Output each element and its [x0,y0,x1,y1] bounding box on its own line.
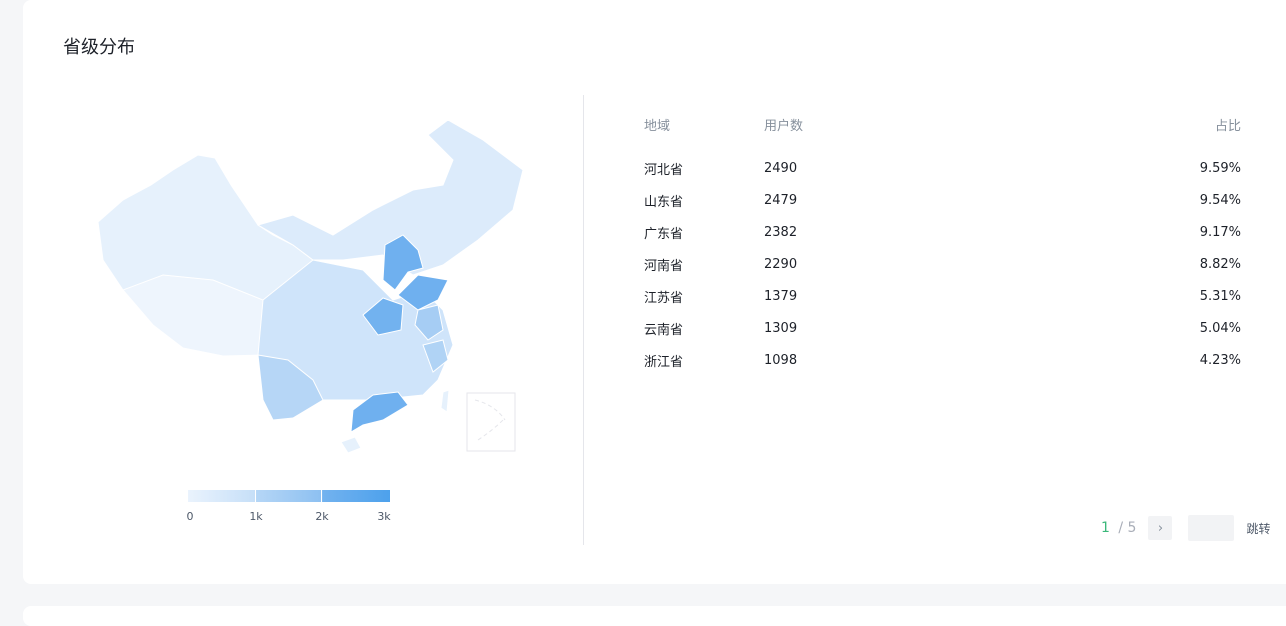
table-row: 山东省 2479 9.54% [644,184,1241,216]
table-row: 浙江省 1098 4.23% [644,344,1241,376]
pagination: 1 / 5 › 跳转 [1101,515,1270,541]
legend-color-bar[interactable] [188,490,390,502]
table-row: 云南省 1309 5.04% [644,312,1241,344]
cell-users: 2290 [764,256,798,272]
legend-label: 1k [249,510,263,523]
legend-label: 3k [377,510,391,523]
jump-page-input[interactable] [1188,515,1235,541]
china-map[interactable] [68,115,538,460]
cell-ratio: 9.59% [1199,160,1241,176]
map-region-zhejiang[interactable] [422,339,449,373]
south-china-sea-inset [466,392,516,452]
header-users: 用户数 [764,118,804,134]
next-card [23,606,1286,626]
map-region-jiangsu[interactable] [414,304,444,341]
map-legend: 0 1k 2k 3k [186,490,391,526]
cell-users: 1309 [764,320,798,336]
current-page: 1 [1101,520,1110,536]
map-region-guangdong[interactable] [350,391,409,433]
cell-ratio: 9.54% [1199,192,1241,208]
header-ratio: 占比 [1214,118,1241,134]
cell-region: 河北省 [644,162,684,178]
province-table: 地域 用户数 占比 河北省 2490 9.59% 山东省 2479 9.54% 广东省 238… [644,108,1241,376]
chevron-right-icon: › [1157,520,1164,536]
table-row: 河南省 2290 8.82% [644,248,1241,280]
map-region-hainan[interactable] [340,436,362,454]
cell-region: 河南省 [644,258,684,274]
map-region-shandong[interactable] [397,274,449,311]
cell-ratio: 4.23% [1199,352,1241,368]
table-row: 江苏省 1379 5.31% [644,280,1241,312]
cell-ratio: 5.04% [1199,320,1241,336]
divider [583,95,584,545]
cell-users: 2479 [764,192,798,208]
cell-region: 云南省 [644,322,684,338]
cell-region: 山东省 [644,194,684,210]
cell-ratio: 9.17% [1199,224,1241,240]
cell-ratio: 8.82% [1199,256,1241,272]
table-header: 地域 用户数 占比 [644,108,1241,140]
table-row: 河北省 2490 9.59% [644,152,1241,184]
cell-users: 2382 [764,224,798,240]
jump-button[interactable]: 跳转 [1246,521,1271,536]
province-distribution-card: 省级分布 0 1k 2k 3k 地 [23,0,1286,584]
cell-region: 浙江省 [644,354,684,370]
table-row: 广东省 2382 9.17% [644,216,1241,248]
map-region-henan[interactable] [362,297,404,336]
map-region-north[interactable] [256,119,524,276]
cell-users: 1379 [764,288,798,304]
map-region-taiwan[interactable] [440,389,450,413]
total-pages: / 5 [1118,520,1137,536]
map-region-yunnan[interactable] [257,354,324,421]
cell-region: 广东省 [644,226,684,242]
legend-label: 2k [315,510,329,523]
card-title: 省级分布 [63,37,135,58]
south-china-sea-islands [474,399,506,441]
cell-ratio: 5.31% [1199,288,1241,304]
header-region: 地域 [644,118,671,134]
next-page-button[interactable]: › [1148,516,1173,540]
legend-label: 0 [186,510,194,523]
cell-users: 2490 [764,160,798,176]
cell-region: 江苏省 [644,290,684,306]
cell-users: 1098 [764,352,798,368]
map-region-hebei[interactable] [382,234,424,291]
